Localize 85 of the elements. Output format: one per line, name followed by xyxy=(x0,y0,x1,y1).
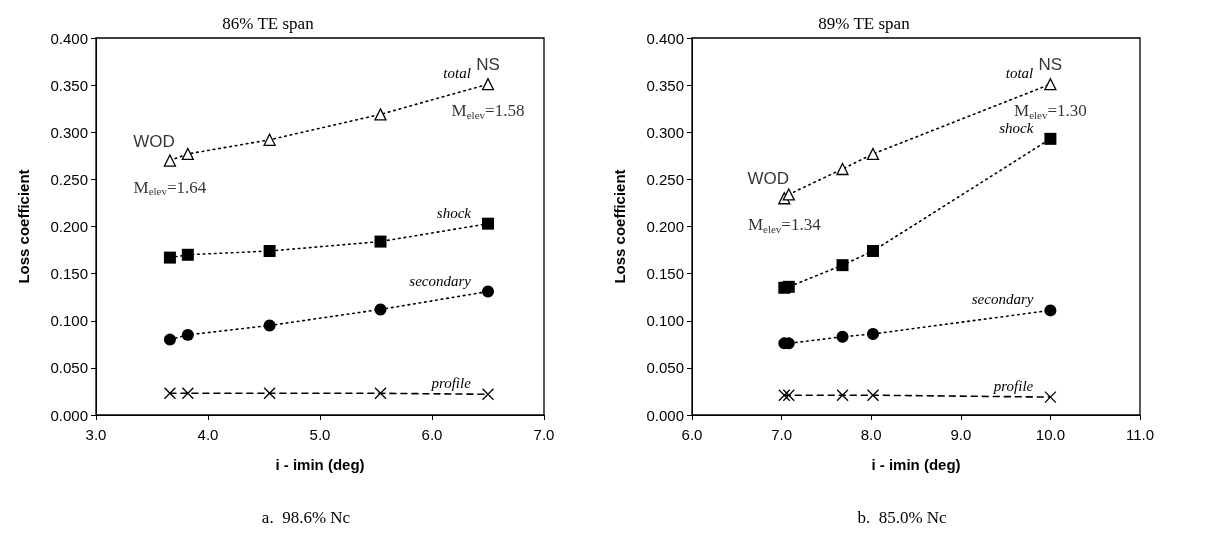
y-tick-label: 0.250 xyxy=(646,170,684,188)
point xyxy=(782,280,795,293)
point xyxy=(836,389,849,402)
point xyxy=(1044,78,1057,91)
point xyxy=(181,328,194,341)
point xyxy=(374,303,387,316)
point xyxy=(481,388,495,401)
point xyxy=(263,319,276,332)
point xyxy=(163,251,176,264)
point xyxy=(866,245,879,258)
point xyxy=(263,133,276,146)
x-tick-label: 10.0 xyxy=(1035,426,1065,443)
x-tick-label: 6.0 xyxy=(421,426,443,443)
y-tick-label: 0.400 xyxy=(50,29,88,47)
x-tick-label: 9.0 xyxy=(950,426,972,443)
series-label: total xyxy=(443,65,471,82)
point xyxy=(181,387,194,400)
point xyxy=(836,162,849,176)
x-tick-label: 7.0 xyxy=(533,426,555,443)
point xyxy=(836,330,849,343)
point xyxy=(374,108,387,121)
x-axis-title: i - imin (deg) xyxy=(275,456,365,473)
x-tick-label: 11.0 xyxy=(1125,426,1155,443)
point xyxy=(374,387,387,400)
series-label: profile xyxy=(430,375,472,392)
y-axis-title: Loss coefficient xyxy=(611,169,628,284)
y-tick-label: 0.200 xyxy=(50,218,88,235)
point xyxy=(181,248,194,261)
x-tick-label: 8.0 xyxy=(860,426,882,443)
point xyxy=(374,235,387,248)
y-axis-title: Loss coefficient xyxy=(15,169,32,284)
point xyxy=(163,387,177,400)
point xyxy=(163,154,177,167)
y-tick-label: 0.100 xyxy=(646,312,684,330)
point xyxy=(866,389,880,402)
series-label: secondary xyxy=(971,291,1034,308)
point xyxy=(482,285,494,298)
point xyxy=(778,389,791,402)
text: b. 85.0% Nc xyxy=(857,508,948,527)
point xyxy=(1044,132,1057,145)
y-tick-label: 0.100 xyxy=(50,312,88,330)
x-tick-label: 3.0 xyxy=(85,426,107,443)
point xyxy=(263,245,276,258)
point xyxy=(1044,304,1057,317)
point xyxy=(482,217,494,230)
point xyxy=(867,327,879,340)
y-tick-label: 0.050 xyxy=(50,359,88,377)
text: a. 98.6% Nc xyxy=(261,508,351,527)
x-axis-title: i - imin (deg) xyxy=(871,456,961,473)
y-tick-label: 0.150 xyxy=(50,265,88,283)
point xyxy=(263,387,276,400)
annotation: NS xyxy=(1038,55,1063,75)
series-label: shock xyxy=(436,204,472,221)
series-label: profile xyxy=(992,378,1034,395)
point xyxy=(836,259,849,272)
y-tick-label: 0.250 xyxy=(50,170,88,188)
x-tick-label: 6.0 xyxy=(681,426,703,443)
y-tick-label: 0.000 xyxy=(646,406,684,424)
point xyxy=(181,147,194,161)
annotation: NS xyxy=(476,55,500,75)
y-tick-label: 0.200 xyxy=(646,218,684,235)
point xyxy=(782,389,795,402)
chart-title: 89% TE span xyxy=(818,14,911,33)
annotation: WOD xyxy=(133,131,175,151)
y-tick-label: 0.350 xyxy=(50,76,88,94)
y-tick-label: 0.000 xyxy=(50,406,88,424)
point xyxy=(163,333,176,346)
point xyxy=(481,78,495,91)
y-tick-label: 0.150 xyxy=(646,265,684,283)
point xyxy=(782,188,795,201)
point xyxy=(866,147,880,161)
series-label: shock xyxy=(999,119,1034,136)
annotation: WOD xyxy=(747,169,790,189)
point xyxy=(1044,390,1057,404)
y-tick-label: 0.350 xyxy=(646,76,684,94)
y-tick-label: 0.300 xyxy=(646,123,684,141)
y-tick-label: 0.400 xyxy=(646,29,684,47)
series-label: total xyxy=(1005,65,1034,82)
x-tick-label: 7.0 xyxy=(771,426,793,443)
chart-title: 86% TE span xyxy=(222,14,315,33)
y-tick-label: 0.050 xyxy=(646,359,684,377)
x-tick-label: 4.0 xyxy=(197,426,219,443)
x-tick-label: 5.0 xyxy=(309,426,331,443)
y-tick-label: 0.300 xyxy=(50,123,88,141)
series-label: secondary xyxy=(409,272,472,289)
